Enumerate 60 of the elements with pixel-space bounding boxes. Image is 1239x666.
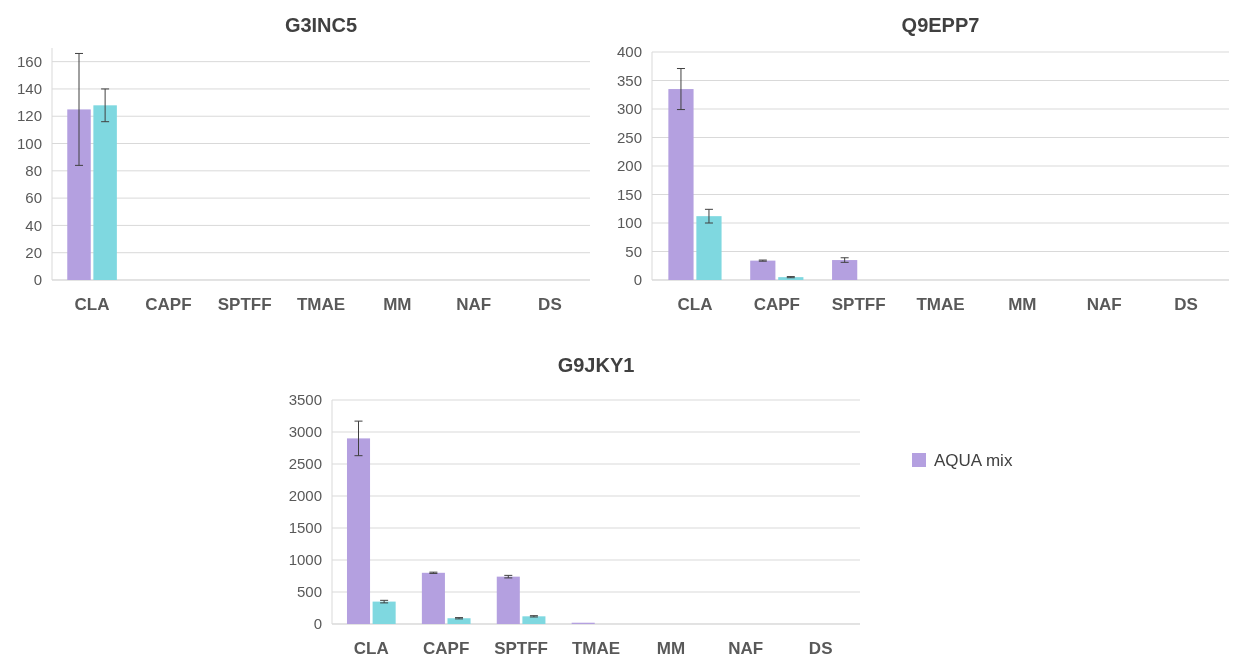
y-tick-label: 20: [25, 243, 42, 261]
y-tick-label: 0: [313, 615, 322, 633]
y-tick-label: 1000: [288, 551, 322, 569]
x-tick-label: SPTFF: [494, 639, 549, 658]
chart-title: Q9EPP7: [901, 14, 980, 36]
x-tick-label: CLA: [677, 295, 713, 314]
y-tick-label: 3000: [288, 423, 322, 441]
y-tick-label: 2000: [288, 487, 322, 505]
y-tick-label: 250: [616, 128, 642, 146]
bar: [696, 216, 722, 280]
chart-title: G3INC5: [284, 14, 358, 36]
y-tick-label: 1500: [288, 519, 322, 537]
bar: [346, 438, 371, 624]
y-tick-label: 60: [25, 189, 42, 207]
x-tick-label: CAPF: [753, 295, 800, 314]
x-tick-label: TMAE: [916, 295, 965, 314]
y-tick-label: 0: [33, 271, 42, 289]
y-tick-label: 100: [16, 134, 42, 152]
x-tick-label: SPTFF: [831, 295, 886, 314]
x-tick-label: MM: [1008, 295, 1037, 314]
bar: [496, 576, 520, 624]
x-tick-label: DS: [1174, 295, 1198, 314]
bar: [372, 601, 396, 624]
x-tick-label: CAPF: [423, 639, 470, 658]
x-tick-label: DS: [808, 639, 833, 658]
y-tick-label: 100: [616, 214, 642, 232]
y-tick-label: 2500: [288, 455, 322, 473]
chart-title: G9JKY1: [557, 354, 635, 376]
legend-label: AQUA mix: [934, 450, 1013, 470]
x-tick-label: NAF: [728, 639, 764, 658]
x-tick-label: NAF: [1086, 295, 1122, 314]
y-tick-label: 200: [616, 157, 642, 175]
y-tick-label: 350: [616, 71, 642, 89]
y-tick-label: 0: [633, 271, 642, 289]
x-tick-label: DS: [538, 295, 562, 314]
x-tick-label: SPTFF: [217, 295, 272, 314]
bar: [421, 572, 445, 624]
x-tick-label: TMAE: [296, 295, 346, 314]
y-tick-label: 3500: [288, 391, 322, 409]
y-tick-label: 40: [25, 216, 42, 234]
x-tick-label: NAF: [456, 295, 492, 314]
x-tick-label: CLA: [353, 639, 389, 658]
x-tick-label: CLA: [74, 295, 110, 314]
bar: [750, 260, 776, 280]
y-tick-label: 400: [616, 43, 642, 61]
x-tick-label: MM: [383, 295, 412, 314]
bar: [832, 260, 858, 280]
y-tick-label: 120: [16, 107, 42, 125]
y-tick-label: 160: [16, 52, 42, 70]
x-tick-label: CAPF: [145, 295, 192, 314]
y-tick-label: 500: [296, 583, 322, 601]
x-tick-label: MM: [656, 639, 686, 658]
bar: [668, 89, 694, 280]
y-tick-label: 300: [616, 100, 642, 118]
x-tick-label: TMAE: [571, 639, 621, 658]
y-tick-label: 80: [25, 162, 42, 180]
y-tick-label: 150: [616, 185, 642, 203]
bar: [522, 616, 546, 624]
y-tick-label: 50: [625, 242, 642, 260]
y-tick-label: 140: [16, 80, 42, 98]
